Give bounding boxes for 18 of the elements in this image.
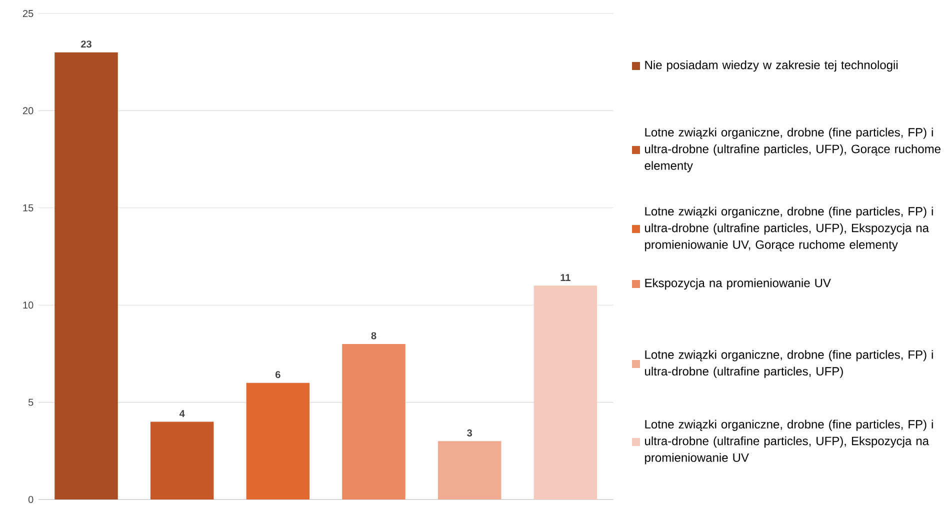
y-tick-label: 25 <box>23 10 34 18</box>
y-tick-label: 15 <box>23 204 34 212</box>
legend-label: Lotne związki organiczne, drobne (fine particles, FP) i ultra-drobne (ultrafine particles, UFP), Ekspozycja na promieniowanie UV, Gorące ruchome elementy <box>645 206 933 252</box>
data-label: 4 <box>179 410 185 418</box>
data-label: 3 <box>467 429 472 436</box>
data-label: 23 <box>81 40 92 48</box>
data-label: 6 <box>276 371 280 378</box>
legend-label: Nie posiadam wiedzy w zakresie tej technologii <box>645 60 898 72</box>
y-tick-label: 0 <box>28 496 34 504</box>
y-tick-label: 10 <box>23 302 34 309</box>
legend-label: Lotne związki organiczne, drobne (fine particles, FP) i ultra-drobne (ultrafine particles, UFP), Ekspozycja na promieniowanie UV <box>645 420 933 464</box>
legend-label: Lotne związki organiczne, drobne (fine particles, FP) i ultra-drobne (ultrafine particles, UFP), Gorące ruchome elementy <box>644 128 940 172</box>
legend-label: Ekspozycja na promieniowanie UV <box>645 278 831 290</box>
legend-label: Lotne związki organiczne, drobne (fine particles, FP) i ultra-drobne (ultrafine particles, UFP) <box>645 350 933 378</box>
data-label: 8 <box>371 332 376 340</box>
data-label: 11 <box>560 274 570 281</box>
y-tick-label: 5 <box>28 398 34 406</box>
y-tick-label: 20 <box>23 107 34 114</box>
